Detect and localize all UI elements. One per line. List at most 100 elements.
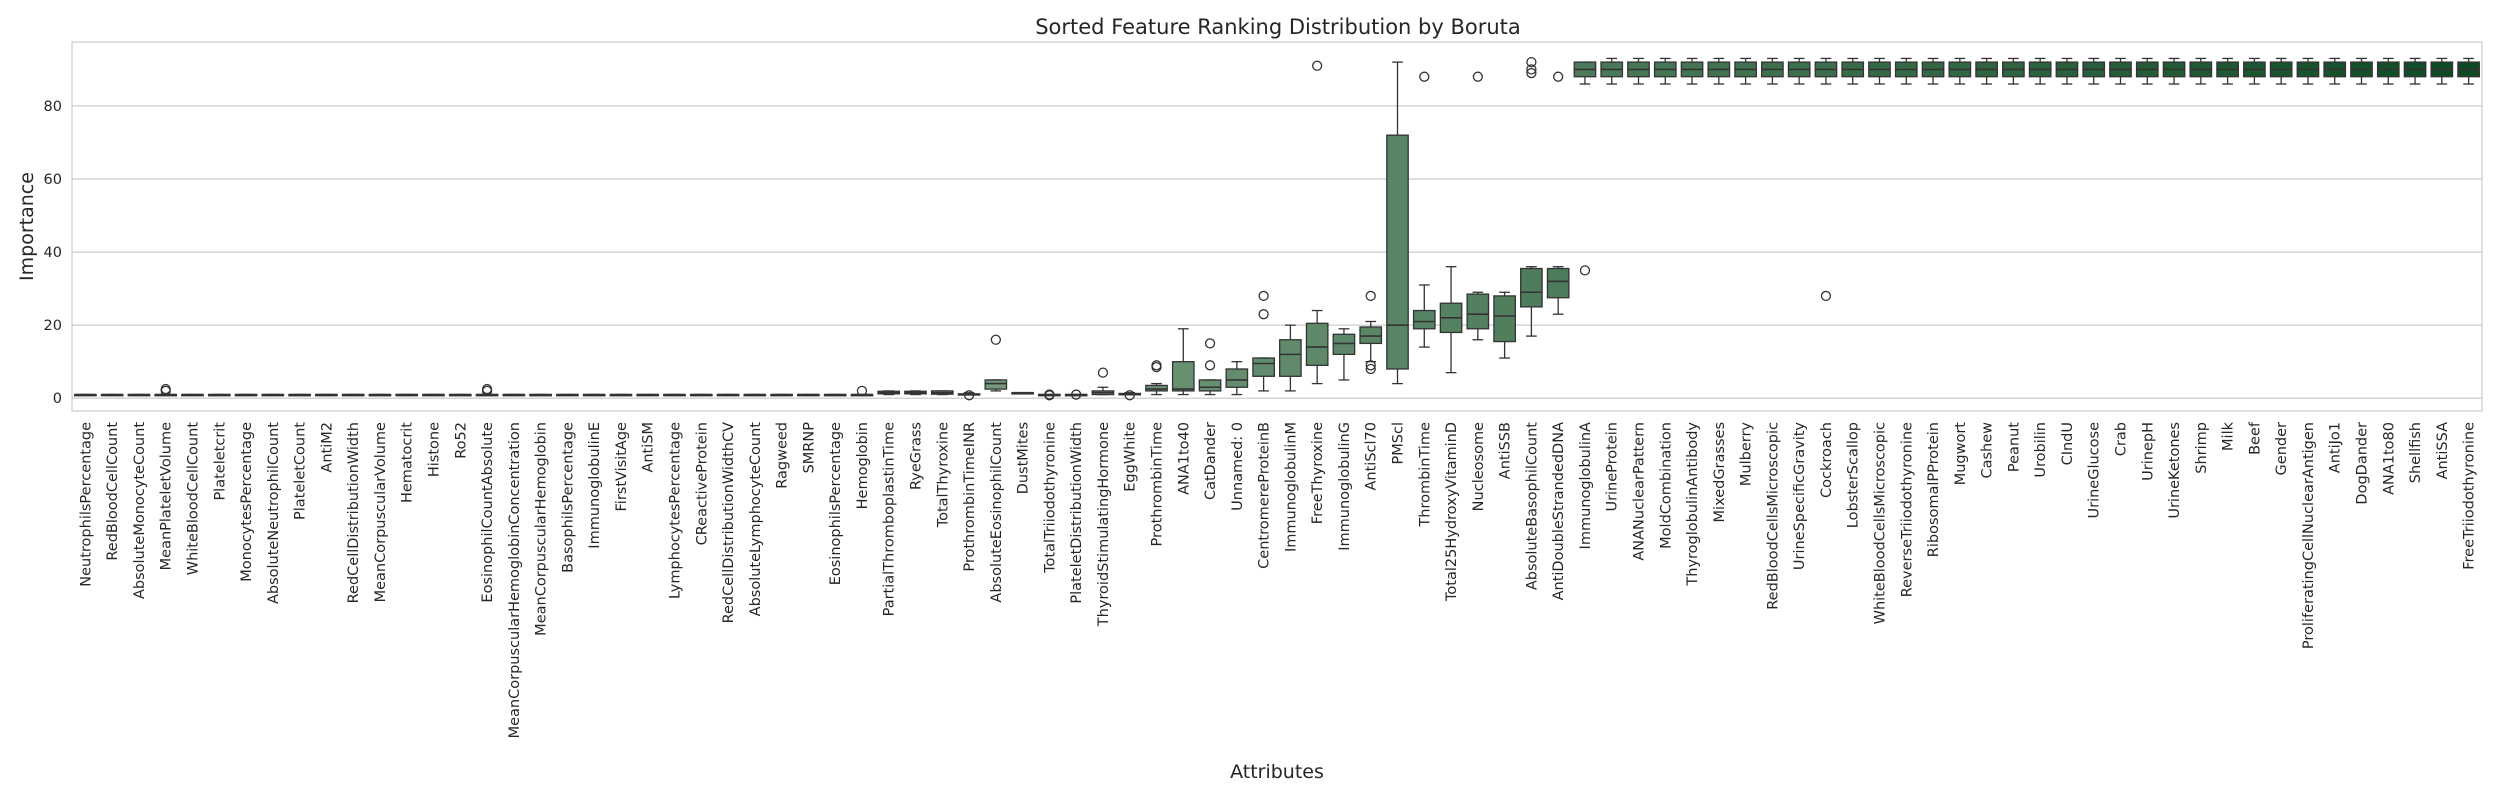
outlier-point [856, 385, 868, 397]
box-21 [609, 393, 633, 397]
outlier-point [1365, 290, 1376, 302]
y-tick-label: 40 [44, 245, 62, 261]
plot-frame [71, 41, 2483, 412]
x-tick-label: Mulberry [1739, 422, 1755, 487]
outlier-point [1151, 360, 1162, 371]
x-tick-label: ImmunoglobulinE [587, 422, 603, 549]
x-tick-label: ProthrombinTime [1150, 422, 1166, 547]
box-64 [1761, 57, 1784, 85]
box-32 [904, 390, 927, 396]
x-tick-label: CIndU [2060, 422, 2076, 465]
x-tick-label: RyeGrass [909, 422, 925, 490]
x-tick-label: AntiSSB [1498, 422, 1514, 479]
box-62 [1707, 57, 1731, 85]
outlier-point [1472, 71, 1483, 82]
box-33 [930, 390, 954, 396]
box-iqr [1171, 361, 1195, 392]
x-tick-label: ImmunoglobulinA [1578, 422, 1594, 550]
x-tick-label: FreeTriiodothyronine [2462, 422, 2478, 570]
box-24 [689, 393, 713, 397]
x-tick-label: MoldCombination [1658, 422, 1674, 549]
box-14 [422, 393, 445, 397]
x-tick-label: AbsoluteEosinophilCount [989, 422, 1005, 603]
x-tick-label: CatDander [1203, 422, 1219, 500]
y-tick-label: 0 [53, 391, 62, 407]
outlier-point [990, 334, 1001, 345]
x-tick-label: CReactiveProtein [694, 422, 710, 545]
box-58 [1600, 57, 1624, 85]
x-tick-label: LymphocytesPercentage [668, 422, 684, 599]
box-10 [315, 393, 338, 397]
x-tick-labels: NeutrophilsPercentage RedBloodCellCount Ab… [78, 421, 2477, 738]
box-80 [2189, 57, 2213, 85]
box-65 [1787, 57, 1811, 85]
x-tick-label: EggWhite [1123, 422, 1139, 492]
box-1 [74, 393, 97, 397]
x-tick-label: Mugwort [1953, 422, 1969, 486]
x-tick-label: EosinophilCountAbsolute [480, 422, 496, 603]
x-tick-label: PlateletCount [293, 422, 309, 520]
box-28 [797, 393, 820, 397]
box-75 [2055, 57, 2079, 85]
box-20 [582, 393, 606, 397]
x-tick-label: ANA1to40 [1176, 422, 1192, 495]
box-18 [529, 393, 552, 397]
box-60 [1653, 57, 1677, 85]
box-41 [1145, 360, 1168, 396]
box-72 [1975, 57, 1998, 85]
x-tick-label: WhiteBloodCellsMicroscopic [1873, 422, 1889, 624]
x-tick-label: RedCellDistributionWidthCV [721, 422, 737, 623]
x-tick-label: MeanPlateletVolume [159, 422, 175, 570]
y-tick-label: 80 [44, 99, 62, 115]
x-tick-label: Shrimp [2194, 422, 2210, 474]
box-34 [957, 390, 981, 401]
box-63 [1734, 57, 1757, 85]
x-tick-label: ImmunoglobulinG [1337, 422, 1353, 551]
x-tick-label: Hematocrit [400, 422, 416, 503]
box-42 [1171, 328, 1195, 396]
box-29 [823, 393, 847, 397]
box-55 [1520, 56, 1543, 337]
box-iqr [1332, 333, 1356, 356]
box-59 [1627, 57, 1650, 85]
box-iqr [1520, 267, 1543, 308]
x-tick-label: MeanCorpuscularHemoglobinConcentration [507, 422, 523, 738]
x-tick-label: Total25HydroxyVitaminD [1444, 422, 1460, 602]
outlier-point [1204, 338, 1216, 349]
x-tick-label: MonocytesPercentage [239, 422, 255, 582]
box-52 [1439, 266, 1463, 374]
box-16 [475, 383, 499, 397]
box-iqr [1198, 379, 1222, 392]
x-tick-label: MeanCorpuscularHemoglobin [534, 422, 550, 636]
outlier-point [1097, 367, 1109, 378]
x-tick-label: AbsoluteMonocyteCount [132, 422, 148, 599]
x-tick-label: UrineProtein [1605, 422, 1621, 512]
box-25 [716, 393, 740, 397]
x-tick-label: CentromereProteinB [1257, 422, 1273, 569]
box-35 [984, 334, 1008, 392]
box-83 [2269, 57, 2293, 85]
box-69 [1894, 57, 1918, 85]
box-8 [261, 393, 285, 397]
box-68 [1868, 57, 1891, 85]
box-73 [2002, 57, 2025, 85]
x-tick-label: UrineSpecificGravity [1792, 422, 1808, 571]
box-31 [877, 390, 901, 396]
box-series [74, 56, 2480, 401]
x-tick-label: FreeThyroxine [1310, 422, 1326, 524]
box-3 [127, 393, 151, 397]
x-tick-label: WhiteBloodCellCount [186, 422, 202, 576]
x-tick-label: ProliferatingCellNuclearAntigen [2301, 422, 2317, 649]
box-54 [1493, 291, 1516, 359]
box-61 [1680, 57, 1704, 85]
x-tick-label: SMRNP [801, 422, 817, 474]
x-tick-label: ThyroidStimulatingHormone [1096, 422, 1112, 627]
x-tick-label: Nucleosome [1471, 422, 1487, 511]
x-tick-label: AntiScl70 [1364, 422, 1380, 490]
outlier-point [1365, 363, 1376, 375]
y-tick-label: 60 [44, 172, 62, 188]
x-tick-label: UrineGlucose [2087, 422, 2103, 519]
x-tick-label: UrineKetones [2167, 422, 2183, 519]
x-tick-label: PlateletDistributionWidth [1069, 422, 1085, 604]
x-tick-label: Ro52 [453, 422, 469, 459]
